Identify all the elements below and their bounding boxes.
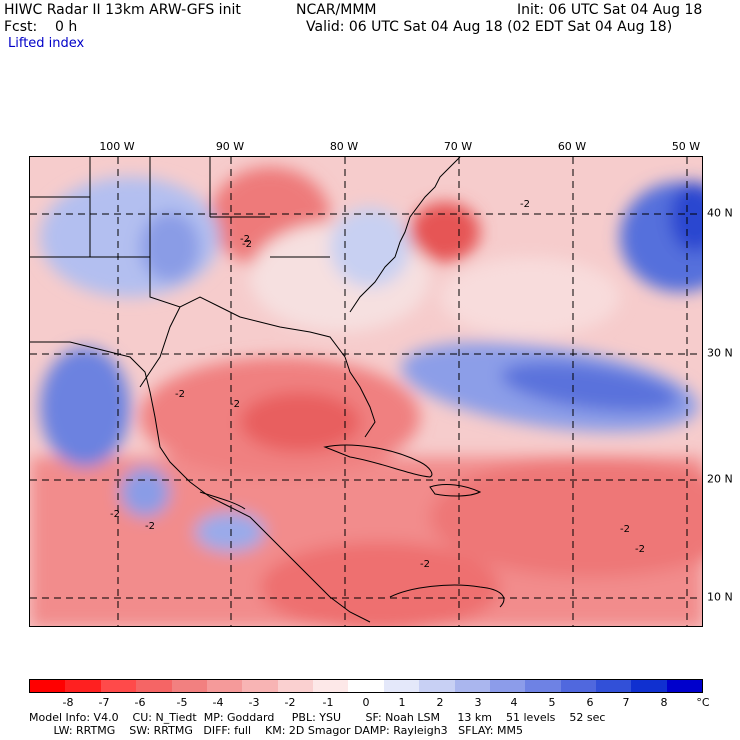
colorbar-segment xyxy=(560,680,596,692)
colorbar-unit: °C xyxy=(696,696,710,709)
valid-time: Valid: 06 UTC Sat 04 Aug 18 (02 EDT Sat … xyxy=(306,19,673,35)
lon-label-100w: 100 W xyxy=(99,140,135,153)
colorbar-segment xyxy=(65,680,101,692)
lon-label-80w: 80 W xyxy=(329,140,359,153)
colorbar-label: 0 xyxy=(362,696,370,709)
colorbar-segment xyxy=(525,680,561,692)
colorbar-segment xyxy=(100,680,137,692)
colorbar-label: -6 xyxy=(134,696,146,709)
lat-label-30n: 30 N xyxy=(707,346,733,360)
colorbar-segment xyxy=(454,680,490,692)
forecast-hour: Fcst: 0 h xyxy=(4,19,78,35)
colorbar-label: 4 xyxy=(510,696,518,709)
lifted-index-map: -2 -2 -2 -2 -2 -2 -2 -2 -2 -2 xyxy=(29,156,703,627)
colorbar-label: -5 xyxy=(176,696,188,709)
colorbar-label: -4 xyxy=(212,696,224,709)
colorbar-segment xyxy=(171,680,207,692)
contour-label: -2 xyxy=(420,559,430,570)
contour-label: -2 xyxy=(635,544,645,555)
colorbar-label: -3 xyxy=(248,696,260,709)
contour-label: -2 xyxy=(240,234,250,245)
colorbar-segment xyxy=(383,680,420,692)
lon-label-90w: 90 W xyxy=(215,140,245,153)
colorbar-label: -8 xyxy=(62,696,74,709)
contour-label: -2 xyxy=(520,199,530,210)
colorbar-label: 3 xyxy=(474,696,482,709)
field-shading xyxy=(30,167,702,626)
lon-label-70w: 70 W xyxy=(443,140,473,153)
colorbar-segment xyxy=(242,680,278,692)
colorbar-segment xyxy=(489,680,526,692)
colorbar-segment xyxy=(277,680,313,692)
model-info-line1: Model Info: V4.0 CU: N_Tiedt MP: Goddard… xyxy=(29,711,606,724)
colorbar-segment xyxy=(206,680,243,692)
colorbar-segment xyxy=(596,680,632,692)
lat-label-10n: 10 N xyxy=(707,590,733,604)
colorbar-segment xyxy=(631,680,667,692)
model-title: HIWC Radar II 13km ARW-GFS init xyxy=(4,2,241,18)
colorbar-segment xyxy=(666,680,703,692)
lat-label-20n: 20 N xyxy=(707,472,733,486)
field-name: Lifted index xyxy=(8,36,85,51)
colorbar-label: -2 xyxy=(284,696,296,709)
colorbar-segment xyxy=(136,680,172,692)
colorbar-label: 5 xyxy=(548,696,556,709)
coastlines xyxy=(30,157,505,623)
lat-lon-grid xyxy=(30,157,702,626)
colorbar xyxy=(29,679,703,693)
colorbar-label: 7 xyxy=(622,696,630,709)
colorbar-label: 6 xyxy=(586,696,594,709)
lon-label-50w: 50 W xyxy=(671,140,701,153)
colorbar-label: 8 xyxy=(660,696,668,709)
colorbar-segment xyxy=(348,680,384,692)
contour-label: -2 xyxy=(145,521,155,532)
contour-label: -2 xyxy=(175,389,185,400)
organization-label: NCAR/MMM xyxy=(296,2,377,18)
contour-label: -2 xyxy=(620,524,630,535)
lon-label-60w: 60 W xyxy=(557,140,587,153)
contour-label: -2 xyxy=(242,239,252,250)
lat-label-40n: 40 N xyxy=(707,206,733,220)
colorbar-label: 2 xyxy=(436,696,444,709)
init-time: Init: 06 UTC Sat 04 Aug 18 xyxy=(517,2,703,18)
colorbar-label: -1 xyxy=(322,696,334,709)
map-svg: -2 -2 -2 -2 -2 -2 -2 -2 -2 -2 xyxy=(30,157,702,626)
contour-label: -2 xyxy=(110,509,120,520)
colorbar-label: -7 xyxy=(98,696,110,709)
colorbar-segment xyxy=(313,680,349,692)
colorbar-segment xyxy=(419,680,455,692)
colorbar-segment xyxy=(30,680,66,692)
contour-label: -2 xyxy=(230,399,240,410)
colorbar-label: 1 xyxy=(398,696,406,709)
model-info-line2: LW: RRTMG SW: RRTMG DIFF: full KM: 2D Sm… xyxy=(29,724,523,737)
contour-labels: -2 -2 -2 -2 -2 -2 -2 -2 -2 -2 xyxy=(110,199,645,570)
